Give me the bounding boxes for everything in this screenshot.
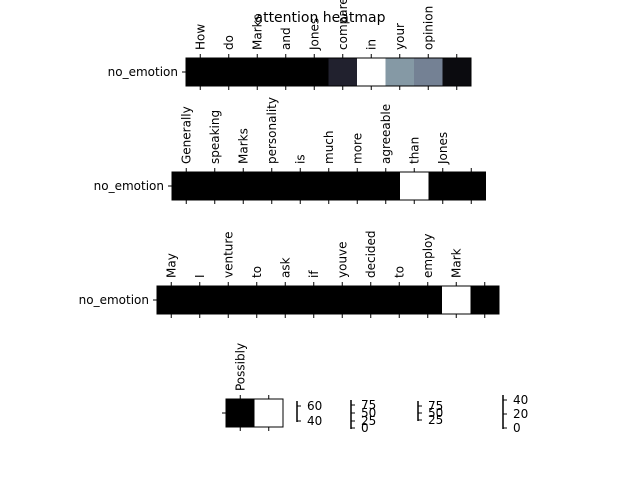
heatmap-cell [385,286,414,314]
colorbar-tick-label: 40 [307,414,322,428]
token-label: if [307,270,321,278]
heatmap-rows: How do Marks and Jones compare in your opinion no… [79,0,500,431]
heatmap-cell [200,172,230,200]
heatmap-cell [442,58,472,86]
colorbar-tick-label: 25 [428,413,443,427]
heatmap-cell [257,172,287,200]
token-label: to [250,266,264,278]
heatmap-row: How do Marks and Jones compare in your opinion no… [108,0,472,90]
heatmap-cell [328,58,358,86]
row-label: no_emotion [79,293,149,307]
heatmap-cell [356,286,386,314]
heatmap-cell [442,286,471,314]
token-label: employ [421,234,435,278]
token-label: Mark [449,248,463,278]
token-label: Marks [236,128,250,164]
heatmap-cell [371,172,401,200]
heatmap-cell [400,172,429,200]
token-label: do [222,35,236,50]
colorbar-tick-label: 25 [361,414,376,428]
token-label: much [322,131,336,165]
heatmap-cell [242,286,272,314]
token-label: speaking [208,110,222,164]
heatmap-cell [314,172,344,200]
token-label: youve [335,241,349,278]
heatmap-cell [157,286,186,314]
heatmap-row: Generally speaking Marks personality is much m… [94,97,486,204]
token-label: Possibly [233,343,247,391]
colorbar-tick-label: 50 [428,406,443,420]
heatmap-cell [243,58,272,86]
heatmap-cell [254,399,284,427]
colorbar-tick-label: 0 [361,421,369,435]
heatmap-cell [172,172,201,200]
heatmap-cell [343,172,372,200]
token-label: ask [278,257,292,278]
heatmap-cell [470,286,500,314]
colorbar-tick-label: 60 [307,399,322,413]
colorbar-tick-label: 0 [513,421,521,435]
token-label: agreeable [379,104,393,164]
token-label: than [407,137,421,164]
heatmap-cell [357,58,386,86]
token-label: Marks [250,14,264,50]
token-label: I [193,274,207,278]
token-label: your [393,23,407,50]
token-label: How [193,24,207,50]
row-label: no_emotion [94,179,164,193]
heatmap-cell [185,286,215,314]
token-label: Generally [179,106,193,164]
heatmap-cell [214,58,244,86]
heatmap-cell [286,172,315,200]
token-label: decided [364,230,378,278]
colorbar-tick-label: 75 [428,399,443,413]
colorbar-tick-label: 40 [513,393,528,407]
colorbar-tick-label: 20 [513,407,528,421]
row-label: no_emotion [108,65,178,79]
heatmap-cell [299,286,329,314]
token-label: more [350,133,364,164]
heatmap-cell [229,172,258,200]
token-label: personality [265,97,279,164]
heatmap-cell [457,172,486,200]
heatmap-cell [414,58,443,86]
token-label: opinion [421,6,435,50]
token-label: May [164,253,178,278]
heatmap-cell [300,58,329,86]
token-label: in [364,39,378,50]
heatmap-cell [271,58,301,86]
token-label: compare [336,0,350,50]
heatmap-cell [428,172,458,200]
heatmap-cell [186,58,215,86]
heatmap-row: Possibly [222,343,284,431]
token-label: Jones [307,18,321,51]
heatmap-cell [271,286,300,314]
colorbar-tick-label: 75 [361,398,376,412]
token-label: Jones [436,132,450,165]
token-label: venture [221,232,235,278]
colorbar-tick-label: 50 [361,406,376,420]
heatmap-cell [226,399,255,427]
heatmap-cell [214,286,243,314]
token-label: is [293,154,307,164]
heatmap-cell [413,286,443,314]
heatmap-cell [328,286,357,314]
chart-title: attention heatmap [255,10,386,26]
token-label: and [279,27,293,50]
token-label: to [392,266,406,278]
heatmap-cell [385,58,415,86]
